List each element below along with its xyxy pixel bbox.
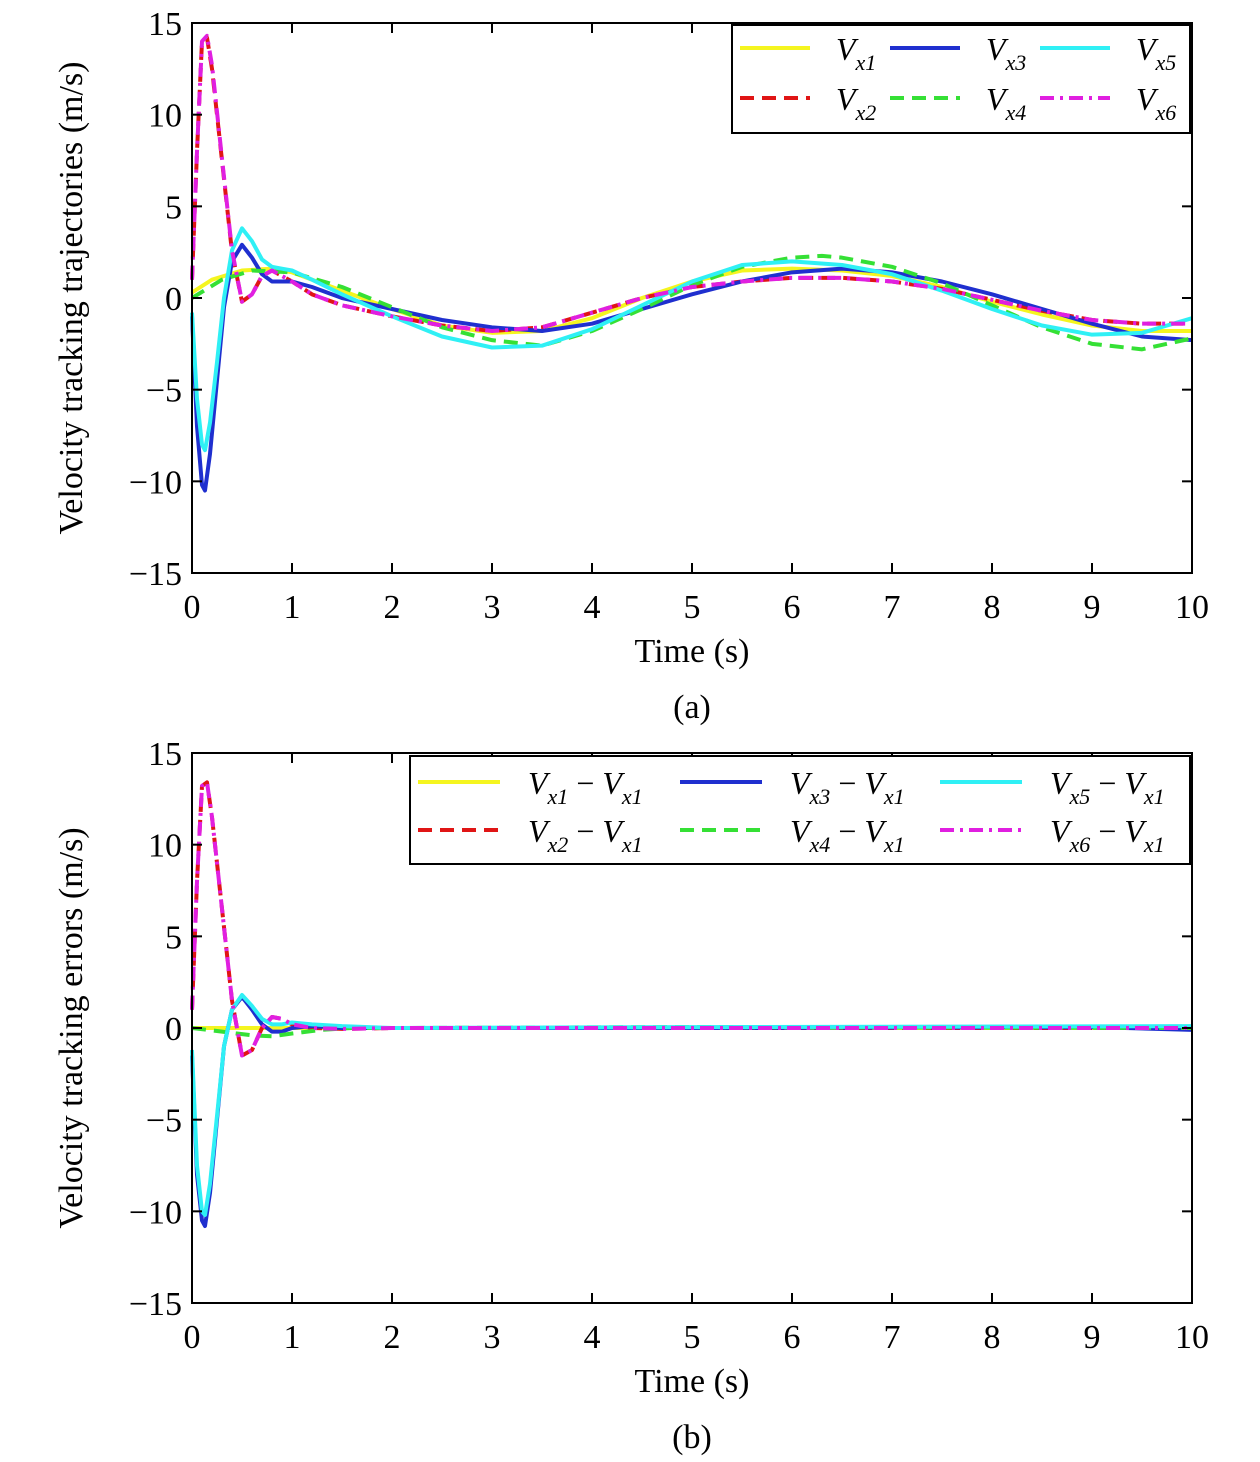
- x-tick-label: 5: [684, 589, 701, 626]
- x-axis-label: Time (s): [635, 1363, 750, 1400]
- y-tick-label: 5: [165, 189, 182, 226]
- x-tick-label: 10: [1175, 589, 1209, 626]
- x-tick-label: 1: [284, 589, 301, 626]
- y-axis-label: Velocity tracking errors (m/s): [53, 827, 90, 1228]
- x-tick-label: 2: [384, 1319, 401, 1356]
- x-tick-label: 2: [384, 589, 401, 626]
- y-tick-label: −15: [129, 1286, 182, 1323]
- x-tick-label: 9: [1084, 1319, 1101, 1356]
- x-tick-label: 7: [884, 1319, 901, 1356]
- x-tick-label: 4: [584, 1319, 601, 1356]
- legend-entry-x5: Vx5: [1136, 31, 1176, 75]
- panel-a: 0 1 2 3 4 5 6 7 8 9 10 15 10 5 0 −5 −10 −15 Time (s) Veloci…: [53, 6, 1209, 726]
- legend-entry-x6: Vx6: [1136, 81, 1176, 125]
- legend-entry-x3: Vx3: [986, 31, 1026, 75]
- legend-entry-x1: Vx1− Vx1: [528, 765, 643, 809]
- series-line-x5: [190, 993, 1193, 1217]
- series-line-x1: [190, 266, 1192, 335]
- legend-entry-x2: Vx2: [836, 81, 876, 125]
- x-tick-label: 9: [1084, 589, 1101, 626]
- y-tick-label: 15: [148, 6, 182, 43]
- y-tick-label: −5: [146, 1103, 182, 1140]
- legend-box: [409, 755, 1191, 865]
- x-tick-label: 3: [484, 1319, 501, 1356]
- panel-b: 0 1 2 3 4 5 6 7 8 9 10 15 10 5 0 −5 −10 −15 Time (s) Veloci…: [53, 736, 1209, 1456]
- x-tick-label: 0: [184, 1319, 201, 1356]
- legend: Vx1 Vx2 Vx3 Vx4 Vx5 Vx6: [731, 24, 1191, 134]
- y-axis-label: Velocity tracking trajectories (m/s): [53, 62, 90, 535]
- series-line-x4: [191, 1025, 1193, 1039]
- x-tick-label: 7: [884, 589, 901, 626]
- legend-entry-x4: Vx4− Vx1: [790, 813, 905, 857]
- y-tick-label: 15: [148, 736, 182, 773]
- legend-entry-x2: Vx2− Vx1: [528, 813, 643, 857]
- y-tick-label: 5: [165, 919, 182, 956]
- legend-entry-x3: Vx3− Vx1: [790, 765, 905, 809]
- legend-entry-x5: Vx5− Vx1: [1050, 765, 1165, 809]
- y-tick-label: −10: [129, 1194, 182, 1231]
- y-tick-label: −15: [129, 556, 182, 593]
- y-tick-label: 0: [165, 281, 182, 318]
- y-tick-label: 0: [165, 1011, 182, 1048]
- x-tick-label: 8: [984, 1319, 1001, 1356]
- legend-entry-x4: Vx4: [986, 81, 1026, 125]
- x-tick-label: 1: [284, 1319, 301, 1356]
- series-line-x4: [190, 253, 1193, 352]
- series-line-x6: [190, 33, 1192, 333]
- x-tick-label: 10: [1175, 1319, 1209, 1356]
- x-tick-label: 8: [984, 589, 1001, 626]
- x-tick-label: 6: [784, 1319, 801, 1356]
- series-group: [190, 33, 1193, 493]
- y-tick-label: 10: [148, 98, 182, 135]
- x-tick-label: 6: [784, 589, 801, 626]
- x-tick-label: 4: [584, 589, 601, 626]
- legend-box: [731, 24, 1191, 134]
- x-tick-label: 0: [184, 589, 201, 626]
- legend-entry-x1: Vx1: [836, 31, 876, 75]
- x-axis-label: Time (s): [635, 633, 750, 670]
- y-tick-label: −5: [146, 373, 182, 410]
- legend-entry-x6: Vx6− Vx1: [1050, 813, 1165, 857]
- series-line-x3: [190, 994, 1193, 1228]
- series-group: [190, 780, 1193, 1228]
- series-line-x5: [190, 226, 1193, 453]
- panel-caption: (b): [672, 1419, 712, 1456]
- panel-caption: (a): [673, 689, 711, 726]
- y-tick-label: −10: [129, 464, 182, 501]
- x-tick-label: 5: [684, 1319, 701, 1356]
- y-tick-label: 10: [148, 828, 182, 865]
- x-tick-label: 3: [484, 589, 501, 626]
